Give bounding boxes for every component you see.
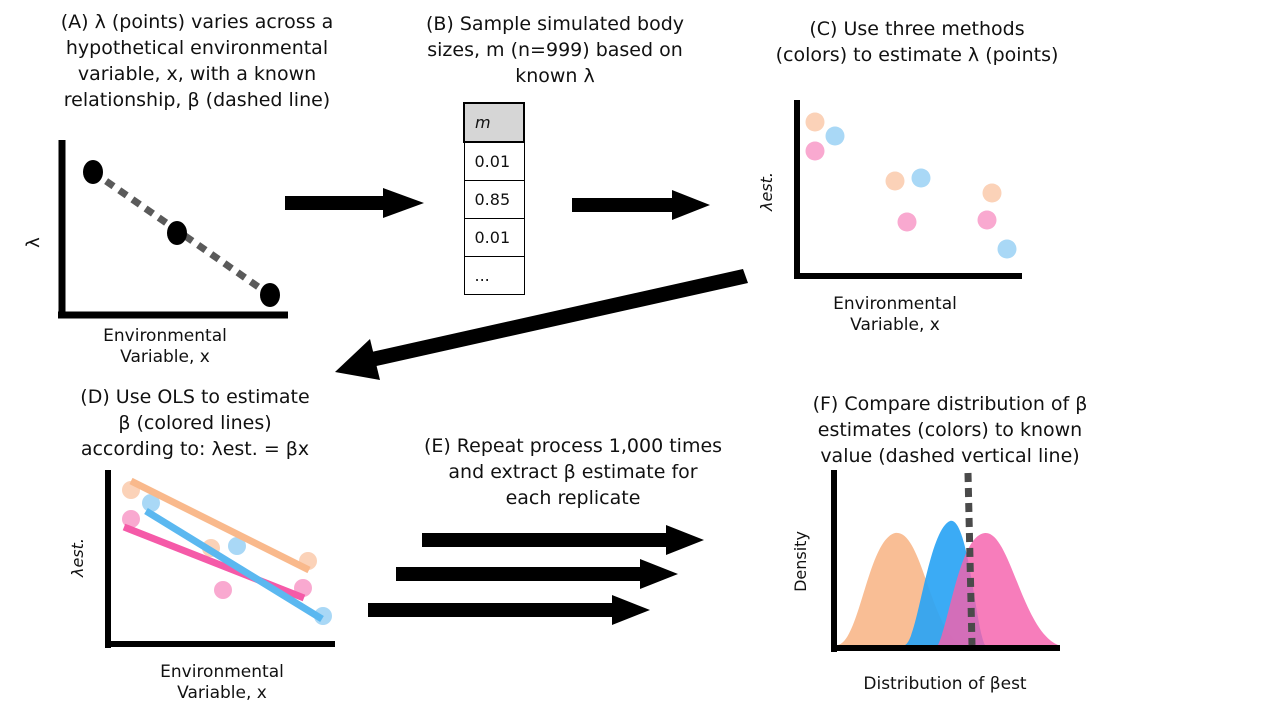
arrow-b-to-c xyxy=(572,190,710,220)
estimate-point-pink xyxy=(214,581,232,599)
panel-a-x-label: Environmental Variable, x xyxy=(103,326,227,367)
panel-a-point xyxy=(167,221,187,245)
estimate-point-orange xyxy=(805,112,825,132)
panel-f-axes xyxy=(831,470,1060,652)
arrow-a-to-b xyxy=(285,188,424,218)
panel-c-axes xyxy=(794,100,1022,279)
table-row: 0.01 xyxy=(463,141,525,181)
panel-c-caption: (C) Use three methods (colors) to estima… xyxy=(775,18,1059,66)
panel-a-point xyxy=(260,283,280,307)
known-beta-dashed-line xyxy=(964,472,976,646)
estimate-point-pink xyxy=(122,510,140,528)
panel-d-caption: (D) Use OLS to estimate β (colored lines… xyxy=(80,386,310,460)
panel-f-x-label: Distribution of βest xyxy=(863,674,1027,694)
estimate-point-pink xyxy=(977,210,997,230)
panel-a-dashed-line xyxy=(91,169,272,298)
panel-a-axes xyxy=(58,140,288,319)
table-row: 0.01 xyxy=(463,218,525,257)
panel-d-axes xyxy=(105,470,335,648)
table-header: m xyxy=(463,102,525,143)
estimate-point-blue xyxy=(825,126,845,146)
arrow-c-to-d xyxy=(335,269,748,380)
panel-a-caption: (A) λ (points) varies across a hypotheti… xyxy=(60,11,334,111)
ols-line-orange xyxy=(129,477,311,574)
panel-a-point xyxy=(83,160,103,184)
estimate-point-blue xyxy=(911,168,931,188)
ols-line-blue xyxy=(144,508,324,622)
estimate-point-pink xyxy=(897,212,917,232)
panel-d-x-label: Environmental Variable, x xyxy=(160,662,284,703)
estimate-point-blue xyxy=(228,537,246,555)
panel-f-distributions xyxy=(838,520,1058,645)
estimate-point-blue xyxy=(142,494,160,512)
panel-f-caption: (F) Compare distribution of β estimates … xyxy=(812,393,1088,467)
panel-e-caption: (E) Repeat process 1,000 times and extra… xyxy=(423,435,723,509)
arrow-e-middle xyxy=(396,559,678,589)
estimate-point-pink xyxy=(805,141,825,161)
table-row: ... xyxy=(463,256,525,295)
panel-c-points xyxy=(805,112,1017,259)
estimate-point-orange xyxy=(885,171,905,191)
arrow-e-bottom xyxy=(368,595,650,625)
body-size-table: m 0.01 0.85 0.01 ... xyxy=(463,102,525,295)
arrow-e-top xyxy=(422,525,704,555)
estimate-point-blue xyxy=(997,239,1017,259)
table-row: 0.85 xyxy=(463,180,525,219)
panel-c-x-label: Environmental Variable, x xyxy=(833,294,957,335)
panel-b-caption: (B) Sample simulated body sizes, m (n=99… xyxy=(425,13,685,87)
estimate-point-orange xyxy=(982,183,1002,203)
